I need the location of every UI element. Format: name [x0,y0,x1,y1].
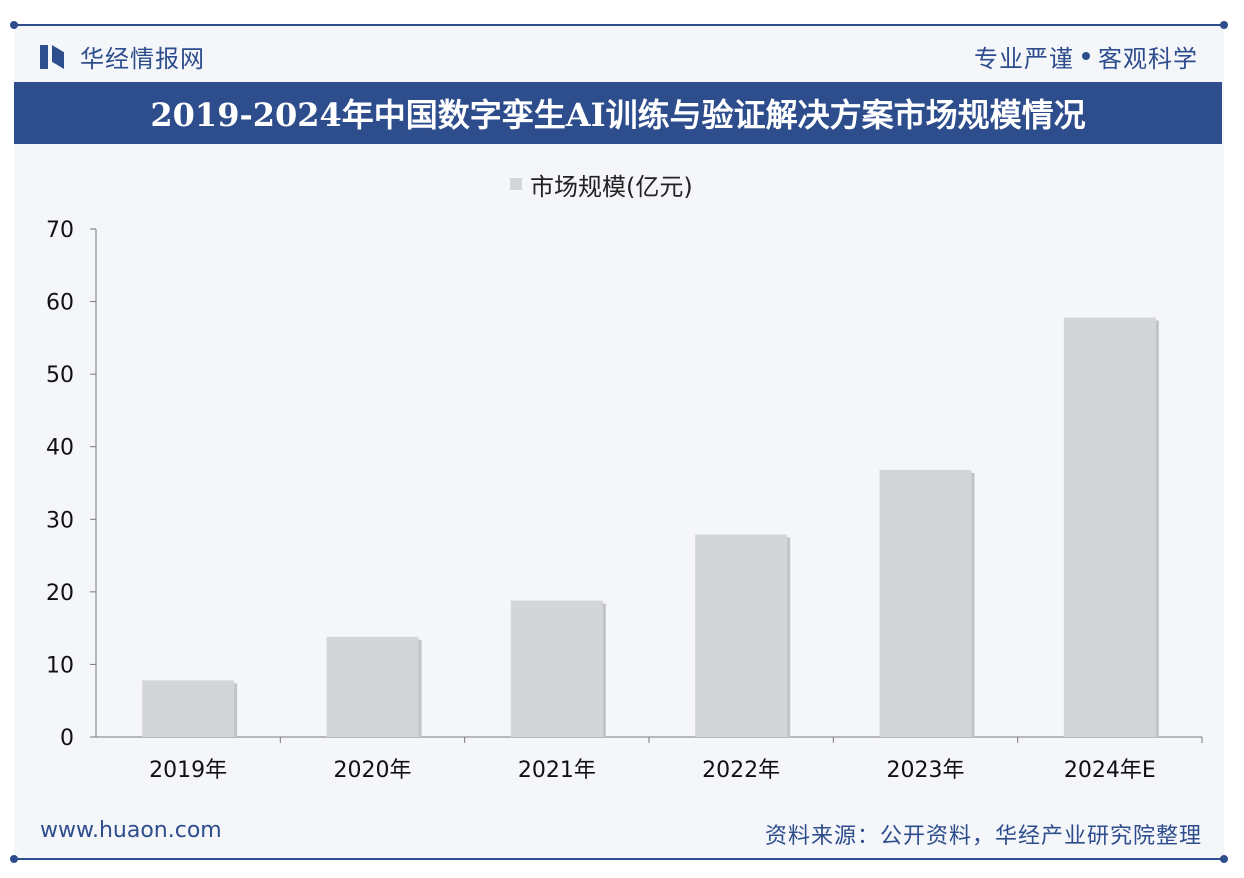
brand: 华经情报网 [40,38,205,74]
bar [879,469,972,737]
top-rule [10,21,1228,29]
title-bar: 2019-2024年中国数字孪生AI训练与验证解决方案市场规模情况 [14,82,1222,144]
slogan-right: 客观科学 [1098,44,1198,73]
bar [510,600,603,737]
legend: 市场规模(亿元) [510,168,693,201]
y-tick-label: 70 [46,218,74,243]
x-tick-label: 2021年 [518,758,596,783]
legend-label: 市场规模(亿元) [530,172,693,201]
y-tick-label: 40 [46,436,74,461]
x-tick-label: 2024年E [1064,758,1156,783]
y-tick-label: 60 [46,291,74,316]
bullet-dot-icon [1082,52,1090,60]
bottom-rule [10,855,1228,863]
brand-logo-icon [40,43,66,69]
footer-source: 资料来源：公开资料，华经产业研究院整理 [764,824,1202,849]
bar [1063,317,1156,737]
bar [326,636,419,737]
legend-swatch [510,178,522,190]
x-tick-label: 2022年 [702,758,780,783]
slogan-left: 专业严谨 [974,44,1074,73]
slogan: 专业严谨 客观科学 [974,38,1198,74]
bar [142,680,235,737]
x-tick-label: 2020年 [334,758,412,783]
x-tick-label: 2023年 [887,758,965,783]
chart-title: 2019-2024年中国数字孪生AI训练与验证解决方案市场规模情况 [150,96,1086,134]
y-tick-label: 30 [46,508,74,533]
y-tick-label: 0 [60,726,74,751]
footer-website: www.huaon.com [40,818,222,843]
x-tick-label: 2019年 [149,758,227,783]
y-tick-label: 20 [46,581,74,606]
y-tick-label: 10 [46,653,74,678]
y-tick-label: 50 [46,363,74,388]
brand-name: 华经情报网 [80,44,205,73]
bar [695,534,788,737]
